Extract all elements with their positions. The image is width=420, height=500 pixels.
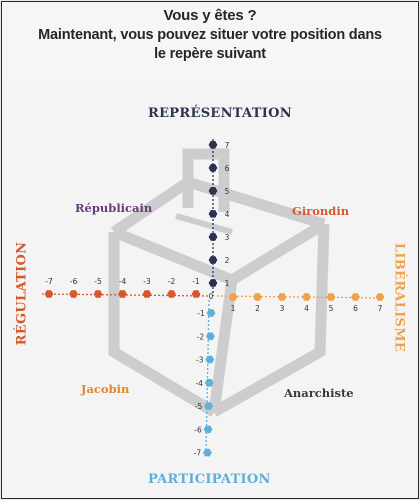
- tick-label-representation: 6: [225, 164, 230, 173]
- tick-marker-regulation: [118, 290, 127, 298]
- tick-marker-regulation: [191, 290, 201, 298]
- tick-label-participation: -6: [194, 425, 202, 434]
- tick-marker-participation: [206, 332, 215, 341]
- tick-marker-representation: [208, 186, 218, 195]
- tick-marker-regulation: [44, 290, 54, 298]
- tick-label-liberalisme: 4: [304, 304, 309, 313]
- tick-marker-representation: [208, 256, 218, 264]
- ballot-box-illustration: [108, 148, 330, 417]
- axis-label-regulation: RÉGULATION: [14, 241, 30, 346]
- tick-marker-regulation: [142, 290, 152, 298]
- tick-marker-representation: [208, 163, 218, 172]
- tick-label-representation: 3: [225, 233, 230, 242]
- tick-marker-participation: [205, 355, 215, 364]
- tick-label-regulation: -4: [119, 277, 127, 286]
- tick-label-liberalisme: 5: [329, 304, 334, 313]
- tick-label-regulation: -1: [192, 277, 200, 286]
- ballot-box-back-top: [110, 177, 192, 237]
- tick-label-regulation: -5: [94, 277, 102, 286]
- tick-marker-participation: [203, 448, 212, 457]
- tick-label-representation: 4: [225, 210, 230, 219]
- axis-label-liberalisme: LIBÉRALISME: [391, 242, 407, 353]
- header-instruction: Maintenant, vous pouvez situer votre pos…: [38, 27, 382, 62]
- tick-marker-representation: [208, 140, 218, 149]
- tick-marker-liberalisme: [351, 293, 360, 301]
- ballot-slot: [175, 213, 233, 235]
- tick-label-participation: -5: [195, 402, 203, 411]
- tick-label-participation: -3: [196, 356, 204, 365]
- tick-label-liberalisme: 1: [231, 304, 236, 313]
- tick-label-participation: -4: [195, 379, 203, 388]
- tick-marker-regulation: [69, 290, 78, 298]
- axis-label-representation: REPRÉSENTATION: [148, 106, 292, 121]
- tick-marker-regulation: [167, 290, 176, 298]
- tick-label-liberalisme: 3: [280, 304, 285, 313]
- axis-label-participation: PARTICIPATION: [148, 472, 271, 487]
- tick-label-representation: 7: [225, 141, 230, 150]
- tick-marker-participation: [205, 378, 214, 387]
- tick-marker-liberalisme: [302, 293, 311, 301]
- tick-marker-liberalisme: [326, 293, 336, 301]
- quadrant-label-anarchiste: Anarchiste: [284, 386, 354, 400]
- tick-marker-participation: [206, 309, 216, 317]
- quadrant-label-girondin: Girondin: [292, 204, 350, 218]
- tick-label-participation: -1: [197, 309, 205, 318]
- tick-marker-participation: [204, 402, 213, 410]
- tick-label-representation: 2: [225, 256, 230, 265]
- ballot-box-front-edge: [208, 279, 238, 413]
- quadrant-label-jacobin: Jacobin: [81, 382, 130, 396]
- tick-marker-liberalisme: [375, 293, 385, 301]
- quadrant-label-republicain: Républicain: [75, 201, 153, 215]
- tick-label-origin: 0: [209, 292, 214, 301]
- tick-label-representation: 1: [225, 279, 230, 288]
- ballot-box-right-side: [211, 223, 330, 417]
- ballot-box-top-front: [111, 219, 327, 287]
- ballot-box-left-side: [108, 232, 217, 417]
- tick-marker-participation: [203, 425, 213, 434]
- tick-marker-liberalisme: [277, 293, 287, 301]
- tick-label-regulation: -7: [45, 277, 53, 286]
- tick-label-regulation: -3: [143, 277, 151, 286]
- tick-marker-representation: [208, 210, 218, 218]
- tick-marker-representation: [208, 233, 218, 241]
- tick-label-liberalisme: 6: [353, 304, 358, 313]
- header: Vous y êtes ? Maintenant, vous pouvez si…: [2, 2, 418, 80]
- tick-label-participation: -2: [197, 332, 205, 341]
- tick-label-liberalisme: 2: [255, 304, 260, 313]
- tick-label-participation: -7: [194, 449, 202, 458]
- ballot-paper: [182, 148, 230, 212]
- tick-marker-liberalisme: [253, 293, 262, 301]
- tick-marker-regulation: [93, 290, 103, 298]
- tick-marker-representation: [208, 279, 218, 287]
- tick-label-regulation: -6: [70, 277, 78, 286]
- tick-label-regulation: -2: [168, 277, 176, 286]
- header-question: Vous y êtes ?: [163, 7, 257, 24]
- tick-marker-liberalisme: [228, 293, 238, 301]
- tick-label-representation: 5: [225, 187, 230, 196]
- tick-label-liberalisme: 7: [378, 304, 383, 313]
